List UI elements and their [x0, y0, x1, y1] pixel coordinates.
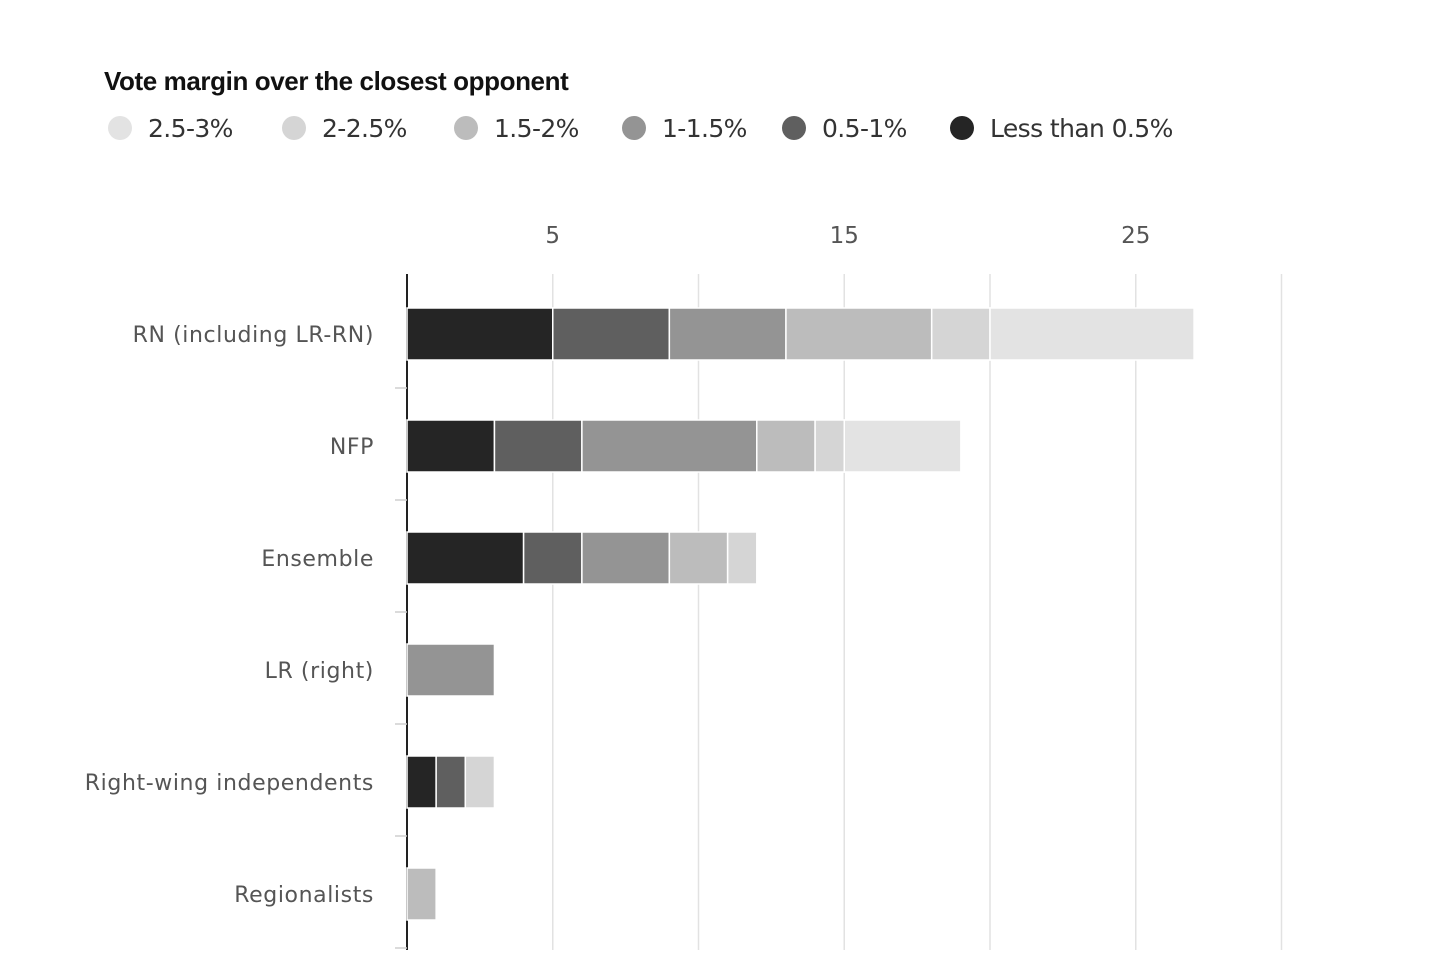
bar-segment — [989, 307, 1195, 361]
legend-swatch — [782, 116, 806, 140]
legend-item-2-2-5: 2-2.5% — [282, 112, 407, 144]
legend-item-less-than-0-5: Less than 0.5% — [950, 112, 1173, 144]
bar-segment — [726, 531, 758, 585]
category-label: Ensemble — [261, 547, 374, 572]
bar-segment — [814, 419, 845, 473]
category-label: RN (including LR-RN) — [133, 323, 374, 348]
bar-segment — [493, 419, 583, 473]
bar-segment — [435, 755, 467, 809]
bar-segment — [756, 419, 816, 473]
legend-label: 0.5-1% — [822, 113, 907, 143]
legend-label: 2-2.5% — [322, 113, 407, 143]
category-label: NFP — [330, 435, 374, 460]
bar-segment — [464, 755, 496, 809]
category-label: LR (right) — [265, 659, 374, 684]
bar-segment — [522, 531, 583, 585]
bar-segment — [406, 419, 496, 473]
legend-swatch — [622, 116, 646, 140]
bar-segment — [581, 419, 758, 473]
x-tick-label: 25 — [1121, 223, 1150, 249]
bar-segment — [668, 307, 787, 361]
x-tick-label: 5 — [545, 223, 560, 249]
bar-segment — [406, 531, 525, 585]
category-label: Regionalists — [234, 883, 374, 908]
bar-segment — [668, 531, 729, 585]
bar-segment — [843, 419, 962, 473]
bar-segment — [581, 531, 671, 585]
legend-label: 2.5-3% — [148, 113, 233, 143]
bar-segment — [785, 307, 933, 361]
legend-swatch — [950, 116, 974, 140]
x-tick-label: 15 — [830, 223, 859, 249]
legend-item-1-1-5: 1-1.5% — [622, 112, 747, 144]
legend-item-1-5-2: 1.5-2% — [454, 112, 579, 144]
bar-segment — [406, 755, 437, 809]
bar-segment — [406, 307, 554, 361]
legend-swatch — [454, 116, 478, 140]
legend-swatch — [108, 116, 132, 140]
bar-segment — [406, 643, 496, 697]
legend-label: 1-1.5% — [662, 113, 747, 143]
category-label: Right-wing independents — [85, 771, 374, 796]
legend-title: Vote margin over the closest opponent — [104, 66, 569, 96]
legend-swatch — [282, 116, 306, 140]
bar-segment — [552, 307, 671, 361]
legend-label: Less than 0.5% — [990, 113, 1173, 143]
bar-segment — [406, 867, 437, 921]
legend-label: 1.5-2% — [494, 113, 579, 143]
bar-segment — [930, 307, 991, 361]
legend-item-0-5-1: 0.5-1% — [782, 112, 907, 144]
legend-item-2-5-3: 2.5-3% — [108, 112, 233, 144]
